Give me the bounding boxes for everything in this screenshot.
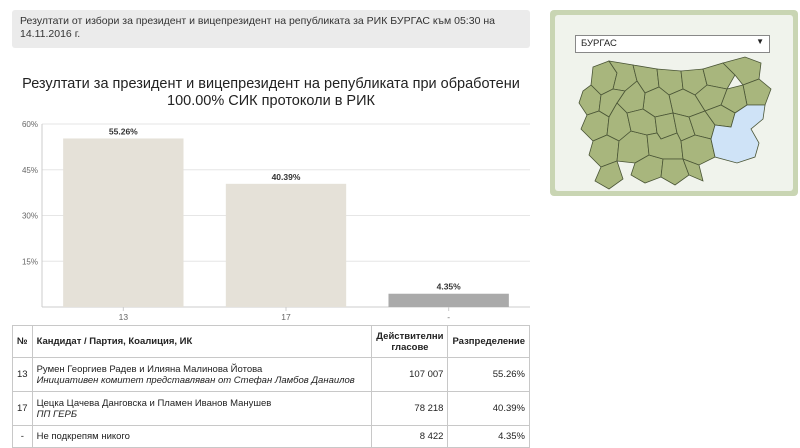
header-no: № (12, 325, 33, 358)
bar (388, 293, 509, 307)
candidate-name: Румен Георгиев Радев и Илияна Малинова Й… (36, 363, 263, 375)
table-header-row: № Кандидат / Партия, Коалиция, ИК Действ… (12, 325, 530, 358)
y-tick-label: 15% (22, 257, 38, 266)
x-tick-label: - (447, 312, 450, 322)
map-region[interactable] (702, 62, 736, 90)
bar-value-label: 55.26% (109, 126, 138, 136)
row-votes: 107 007 (371, 357, 449, 392)
bulgaria-map[interactable] (565, 55, 783, 191)
row-candidate: Румен Георгиев Радев и Илияна Малинова Й… (31, 357, 373, 392)
row-distribution: 55.26% (447, 357, 530, 392)
dropdown-arrow-icon: ▼ (756, 37, 764, 46)
row-votes: 8 422 (371, 425, 449, 448)
y-tick-label: 30% (22, 212, 38, 221)
table-row: 17 Цецка Цачева Данговска и Пламен Ивано… (12, 391, 530, 426)
bar (63, 138, 184, 307)
x-tick-label: 17 (281, 312, 291, 322)
header-candidate: Кандидат / Партия, Коалиция, ИК (31, 325, 373, 358)
x-tick-label: 13 (119, 312, 129, 322)
row-candidate: Не подкрепям никого (31, 425, 373, 448)
map-container: БУРГАС ▼ (555, 15, 793, 191)
results-bar-chart: 15% 30% 45% 60% 55.26% 13 40.39% 17 4.35% - (22, 120, 530, 322)
map-region[interactable] (594, 160, 624, 190)
y-tick-label: 45% (22, 166, 38, 175)
row-distribution: 40.39% (447, 391, 530, 426)
header-votes: Действителни гласове (371, 325, 449, 358)
map-region-burgas[interactable] (710, 104, 766, 164)
candidate-party: Инициативен комитет представляван от Сте… (36, 374, 355, 386)
map-region[interactable] (660, 158, 690, 186)
row-candidate: Цецка Цачева Данговска и Пламен Иванов М… (31, 391, 373, 426)
row-no: - (12, 425, 33, 448)
row-votes: 78 218 (371, 391, 449, 426)
candidate-name: Цецка Цачева Данговска и Пламен Иванов М… (36, 397, 272, 409)
row-distribution: 4.35% (447, 425, 530, 448)
header-distribution: Разпределение (447, 325, 530, 358)
row-no: 17 (12, 391, 33, 426)
candidate-party: ПП ГЕРБ (36, 408, 78, 420)
chart-title: Резултати за президент и вицепрезидент н… (22, 76, 520, 109)
region-select-value: БУРГАС (581, 38, 617, 49)
results-table: № Кандидат / Партия, Коалиция, ИК Действ… (12, 325, 530, 448)
info-bar: Резултати от избори за президент и вицеп… (12, 10, 530, 48)
candidate-name: Не подкрепям никого (36, 431, 130, 442)
bar-value-label: 40.39% (272, 172, 301, 182)
map-panel: БУРГАС ▼ (550, 10, 798, 196)
table-row: 13 Румен Георгиев Радев и Илияна Малинов… (12, 357, 530, 392)
y-tick-label: 60% (22, 120, 38, 129)
bar-value-label: 4.35% (437, 282, 462, 292)
bar (225, 183, 347, 307)
row-no: 13 (12, 357, 33, 392)
table-row: - Не подкрепям никого 8 422 4.35% (12, 425, 530, 448)
map-region[interactable] (682, 158, 704, 182)
info-text: Резултати от избори за президент и вицеп… (20, 15, 495, 40)
region-select[interactable]: БУРГАС ▼ (575, 35, 770, 53)
